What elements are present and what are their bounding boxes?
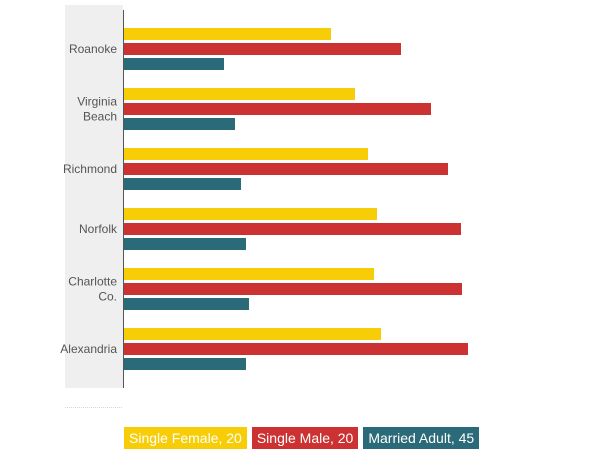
- category-label-roanoke: Roanoke: [69, 42, 117, 56]
- bar-richmond-3: [123, 178, 241, 190]
- bar-norfolk-1: [123, 208, 377, 220]
- bar-virginia-beach-2: [123, 103, 431, 115]
- category-label-panel: [65, 5, 123, 388]
- bar-virginia-beach-3: [123, 118, 235, 130]
- category-label-virginia-beach: Virginia Beach: [77, 95, 117, 124]
- bar-charlotte-co--2: [123, 283, 462, 295]
- bar-alexandria-1: [123, 328, 381, 340]
- legend-item-married-adult: Married Adult, 45: [363, 427, 480, 449]
- category-label-richmond: Richmond: [63, 162, 117, 176]
- bar-alexandria-3: [123, 358, 246, 370]
- bar-chart: Roanoke Virginia Beach Richmond Norfolk Charl…: [60, 5, 468, 408]
- bar-richmond-1: [123, 148, 368, 160]
- legend-item-single-male: Single Male, 20: [251, 427, 359, 449]
- legend-item-single-female: Single Female, 20: [124, 427, 247, 449]
- category-label-norfolk: Norfolk: [79, 222, 118, 236]
- bar-alexandria-2: [123, 343, 468, 355]
- bar-virginia-beach-1: [123, 88, 355, 100]
- bar-roanoke-1: [123, 28, 331, 40]
- category-label-charlotte-co-: Charlotte Co.: [68, 275, 117, 304]
- bar-roanoke-2: [123, 43, 401, 55]
- bar-norfolk-2: [123, 223, 461, 235]
- legend: Single Female, 20 Single Male, 20 Marrie…: [124, 427, 480, 449]
- bar-richmond-2: [123, 163, 448, 175]
- category-label-alexandria: Alexandria: [60, 342, 117, 356]
- chart-area: Roanoke Virginia Beach Richmond Norfolk Charl…: [60, 5, 468, 408]
- bar-charlotte-co--3: [123, 298, 249, 310]
- bar-charlotte-co--1: [123, 268, 374, 280]
- bar-norfolk-3: [123, 238, 246, 250]
- bar-roanoke-3: [123, 58, 224, 70]
